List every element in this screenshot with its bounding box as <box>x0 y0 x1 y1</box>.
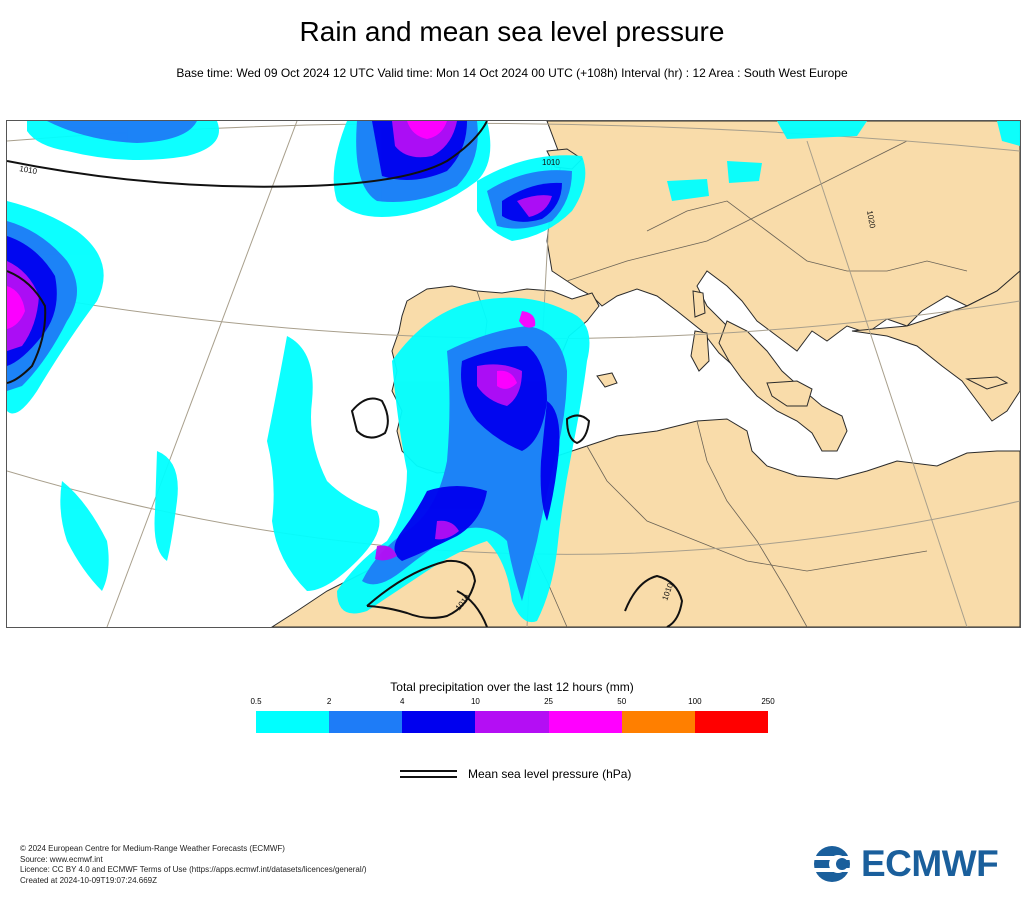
land-sicily <box>766 380 813 407</box>
legend-tick-label: 4 <box>400 697 405 706</box>
legend-tick-label: 10 <box>470 697 480 706</box>
isobar-label: 1010 <box>19 164 39 176</box>
legend-swatch <box>475 711 549 733</box>
isobars-layer <box>7 121 684 627</box>
pressure-legend-line <box>400 770 457 778</box>
legend-tick-label: 2 <box>326 697 332 706</box>
legend-swatch <box>329 711 403 733</box>
legend-color-bar <box>256 711 768 733</box>
footer-credits: © 2024 European Centre for Medium-Range … <box>20 844 367 886</box>
footer-line: Licence: CC BY 4.0 and ECMWF Terms of Us… <box>20 865 367 874</box>
legend-title: Total precipitation over the last 12 hou… <box>390 680 634 694</box>
isobar-label: 1020 <box>865 210 877 230</box>
legend-swatch <box>548 711 622 733</box>
map-panel: 1010 1010 1010 1020 1010 <box>6 120 1021 628</box>
pressure-legend: Mean sea level pressure (hPa) <box>400 764 700 784</box>
legend-tick-label: 25 <box>544 697 554 706</box>
legend-tick-label: 0.5 <box>250 697 262 706</box>
land-cyprus-crete <box>965 376 1009 390</box>
legend-swatch <box>621 711 695 733</box>
pressure-legend-label: Mean sea level pressure (hPa) <box>468 767 632 781</box>
legend-tick-label: 250 <box>761 697 775 706</box>
ecmwf-logo: ECMWF <box>812 842 1012 886</box>
footer-line: Created at 2024-10-09T19:07:24.669Z <box>20 875 157 885</box>
ecmwf-logo-text: ECMWF <box>861 843 999 884</box>
land-balearic <box>596 372 618 388</box>
legend-swatch <box>402 711 476 733</box>
footer-line: Source: www.ecmwf.int <box>20 854 103 864</box>
precip-layer <box>7 121 1020 623</box>
land-sardinia <box>690 330 710 372</box>
chart-subtitle: Base time: Wed 09 Oct 2024 12 UTC Valid … <box>176 66 848 80</box>
footer-line: © 2024 European Centre for Medium-Range … <box>20 844 285 853</box>
map-svg: 1010 1010 1010 1020 1010 <box>7 121 1020 627</box>
legend-tick-label: 50 <box>617 697 627 706</box>
land-corsica <box>692 290 706 318</box>
legend-swatch <box>694 711 768 733</box>
borders-layer <box>476 140 968 627</box>
ecmwf-logo-icon <box>814 846 858 882</box>
chart-title: Rain and mean sea level pressure <box>299 16 725 47</box>
legend-swatch <box>256 711 330 733</box>
legend-ticks: 0.5 2 4 10 25 50 100 250 <box>250 697 774 709</box>
isobar-label: 1010 <box>542 158 560 167</box>
legend-tick-label: 100 <box>688 697 702 706</box>
